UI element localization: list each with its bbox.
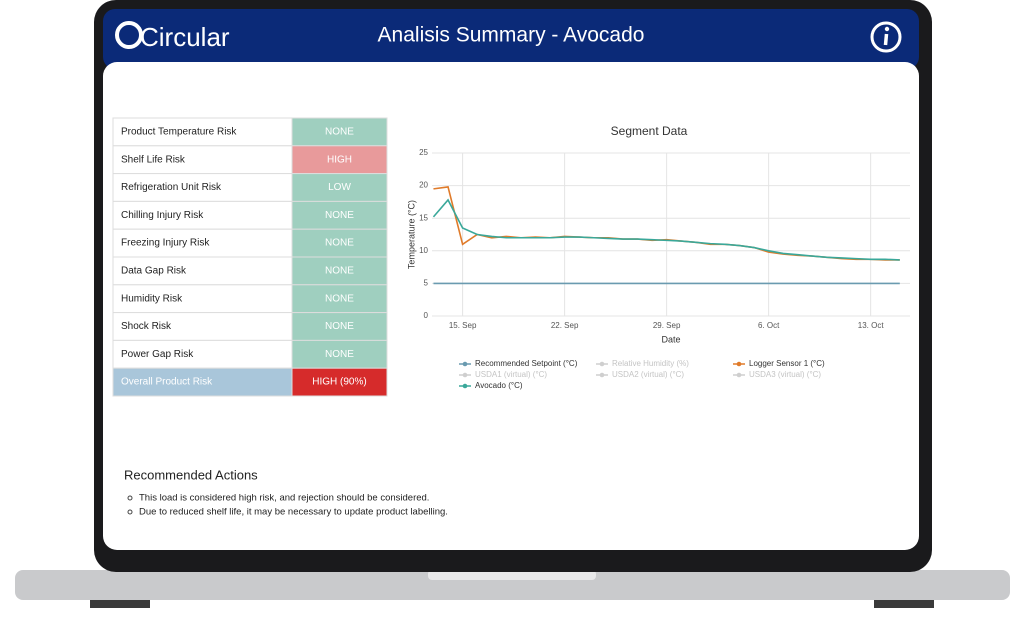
risk-label: Data Gap Risk [121,266,187,277]
risk-label: Shock Risk [121,321,172,332]
risk-status: NONE [325,349,354,360]
x-tick-label: 13. Oct [858,321,885,330]
table-cell [112,256,293,286]
table-cell [112,145,293,175]
laptop-notch [428,570,596,580]
y-tick-label: 0 [424,311,429,320]
laptop-base [15,570,1010,600]
status-cell [291,256,388,286]
laptop-foot [874,600,934,608]
risk-status: NONE [325,266,354,277]
table-cell [112,339,293,369]
table-cell [112,173,293,202]
y-tick-label: 15 [419,213,428,222]
legend-label[interactable]: USDA3 (virtual) (°C) [749,370,821,379]
chart-title: Segment Data [611,124,688,138]
legend-label[interactable]: USDA1 (virtual) (°C) [475,370,547,379]
table-cell [112,117,293,147]
risk-status: HIGH (90%) [312,377,366,388]
table-cell [112,367,293,397]
status-cell [291,200,388,230]
y-tick-label: 20 [419,181,428,190]
x-tick-label: 22. Sep [551,321,579,330]
legend-dot [736,372,742,378]
x-axis-label: Date [661,334,680,344]
x-tick-label: 15. Sep [449,321,477,330]
legend-dot [599,361,605,367]
risk-label: Refrigeration Unit Risk [121,182,222,193]
info-button[interactable] [870,21,902,53]
legend-label[interactable]: USDA2 (virtual) (°C) [612,370,684,379]
bullet [127,509,133,515]
legend-label[interactable]: Logger Sensor 1 (°C) [749,359,825,368]
action-item: This load is considered high risk, and r… [139,493,429,504]
risk-status: NONE [325,238,354,249]
risk-label: Chilling Injury Risk [121,210,204,221]
risk-label: Humidity Risk [121,293,183,304]
page-title: Analisis Summary - Avocado [378,24,645,47]
info-icon[interactable] [870,21,902,53]
legend-dot [736,361,742,367]
risk-label: Freezing Injury Risk [121,238,210,249]
legend-dot [462,383,468,389]
logo-mark [115,21,143,49]
y-tick-label: 10 [419,246,428,255]
x-tick-label: 6. Oct [758,321,780,330]
app-header [103,9,919,69]
series-line [432,198,900,261]
risk-status: NONE [325,127,354,138]
legend-dot [462,372,468,378]
risk-label: Product Temperature Risk [121,127,237,138]
info-icon-stem [883,33,889,46]
status-cell [291,117,388,147]
risk-status: NONE [325,321,354,332]
legend-label[interactable]: Relative Humidity (%) [612,359,689,368]
legend-label[interactable]: Avocado (°C) [475,381,523,390]
laptop-foot [90,600,150,608]
status-cell [291,145,388,175]
logo-text: Circular [140,22,230,52]
y-tick-label: 25 [419,148,428,157]
x-tick-label: 29. Sep [653,321,681,330]
risk-status: LOW [328,182,351,193]
status-cell [291,339,388,369]
action-item: Due to reduced shelf life, it may be nec… [139,507,448,518]
status-cell [291,228,388,258]
risk-status: HIGH [327,154,352,165]
status-cell [291,367,388,397]
table-cell [112,200,293,230]
risk-label: Power Gap Risk [121,349,194,360]
risk-status: NONE [325,210,354,221]
risk-status: NONE [325,293,354,304]
y-axis-label: Temperature (°C) [406,200,416,269]
legend-dot [462,361,468,367]
bullet [127,495,133,501]
status-cell [291,312,388,341]
y-tick-label: 5 [424,279,429,288]
risk-label: Overall Product Risk [121,377,213,388]
risk-label: Shelf Life Risk [121,154,186,165]
status-cell [291,173,388,202]
table-cell [112,228,293,258]
info-icon-dot [884,26,890,32]
legend-label[interactable]: Recommended Setpoint (°C) [475,359,578,368]
table-cell [112,312,293,341]
legend-dot [599,372,605,378]
table-cell [112,284,293,314]
actions-title: Recommended Actions [124,467,258,482]
status-cell [291,284,388,314]
